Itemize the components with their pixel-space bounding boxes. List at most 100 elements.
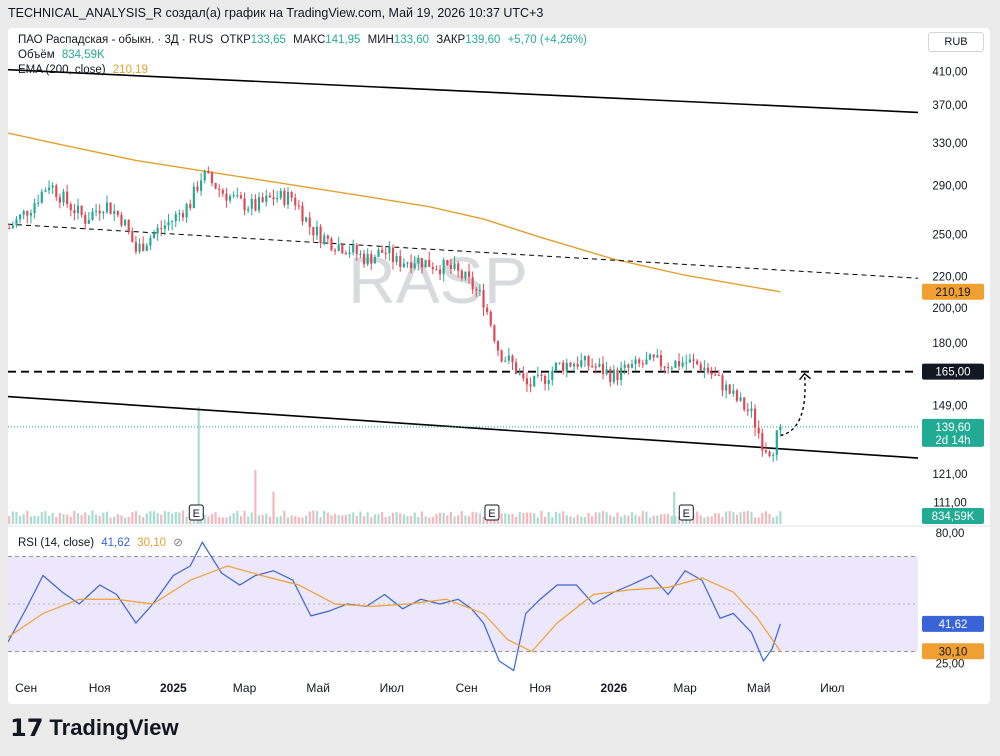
candle-body <box>228 196 232 201</box>
rsi-badge <box>922 615 984 632</box>
volume-bar <box>779 511 782 524</box>
volume-bar <box>319 517 322 524</box>
candle-body <box>123 219 127 226</box>
volume-bar <box>663 514 666 524</box>
volume-bar <box>116 514 119 524</box>
candle-body <box>105 202 109 213</box>
volume-bar <box>417 517 420 524</box>
candle-body <box>482 290 485 308</box>
price-tick-label: 220,00 <box>932 272 967 284</box>
volume-legend[interactable]: Объём 834,59K <box>18 49 109 61</box>
candle-body <box>620 367 623 380</box>
candle-body <box>743 397 746 410</box>
candle-body <box>384 252 387 254</box>
candle-body <box>109 202 112 214</box>
volume-bar <box>699 515 702 524</box>
candle-body <box>69 204 72 211</box>
candle-body <box>583 356 586 361</box>
chart-panel[interactable]: RASP 410,00 370,00 330,00 290,00 250,00 220,0… <box>8 28 990 704</box>
candle-body <box>525 378 529 385</box>
candle-body <box>247 208 250 211</box>
ema-value: 210,19 <box>112 64 148 76</box>
candle-body <box>66 191 69 205</box>
volume-bar <box>558 513 561 524</box>
volume-bar <box>569 516 572 524</box>
volume-bar <box>638 516 641 524</box>
candle-body <box>26 210 29 216</box>
volume-bar <box>768 514 771 524</box>
volume-bar <box>750 512 753 524</box>
volume-bar <box>359 511 362 524</box>
volume-bar <box>413 512 416 524</box>
candle-body <box>779 426 782 431</box>
volume-bar <box>761 513 764 524</box>
volume-bar <box>543 516 547 524</box>
volume-bar <box>391 512 395 524</box>
eye-off-icon[interactable]: ⊘ <box>173 537 183 549</box>
candle-body <box>352 245 355 253</box>
candle-body <box>768 451 771 457</box>
volume-bar <box>323 510 326 524</box>
earnings-marker-label: E <box>683 508 690 520</box>
volume-bar <box>152 511 156 524</box>
volume-bar <box>247 516 250 524</box>
volume-bar <box>26 510 29 524</box>
volume-bar <box>377 514 380 524</box>
volume-bar <box>677 516 681 524</box>
symbol-label[interactable]: ПАО Распадская - обыкн. · 3Д · RUS <box>18 34 214 46</box>
candle-body <box>696 360 699 365</box>
volume-bar <box>551 517 554 524</box>
candle-body <box>703 367 706 371</box>
candle-body <box>373 256 376 264</box>
candle-body <box>598 363 601 367</box>
volume-bar <box>547 511 550 524</box>
candle-body <box>370 254 373 264</box>
currency-button[interactable]: RUB <box>928 32 984 52</box>
volume-bar <box>395 512 398 524</box>
candle-body <box>243 198 246 211</box>
ema-legend[interactable]: EMA (200, close) 210,19 <box>18 64 152 76</box>
volume-bar <box>120 515 123 524</box>
candle-body <box>127 219 130 232</box>
candle-body <box>692 359 695 361</box>
candle-body <box>471 277 474 290</box>
earnings-marker-label: E <box>193 508 200 520</box>
candle-body <box>171 220 174 222</box>
candle-body <box>641 363 644 365</box>
chart-canvas[interactable]: RASP 410,00 370,00 330,00 290,00 250,00 220,0… <box>8 28 990 704</box>
candle-body <box>40 191 43 203</box>
volume-bar <box>616 512 619 524</box>
candle-body <box>377 249 380 257</box>
rsi-legend[interactable]: RSI (14, close) 41,62 30,10 ⊘ <box>18 535 187 549</box>
candle-body <box>84 214 87 224</box>
level-165-badge <box>922 363 984 380</box>
volume-bar <box>533 513 536 524</box>
tradingview-logo[interactable]: 17 TradingView <box>10 712 179 744</box>
candle-body <box>113 210 116 214</box>
rsi-value: 41,62 <box>101 537 131 549</box>
volume-bar <box>500 513 503 524</box>
candle-body <box>453 263 456 269</box>
earnings-marker-label: E <box>488 508 495 520</box>
volume-bar <box>482 516 485 524</box>
candle-body <box>648 354 652 360</box>
volume-bar <box>522 512 525 524</box>
volume-bar <box>370 517 373 524</box>
volume-bar <box>467 516 471 524</box>
candle-body <box>714 374 717 376</box>
candle-body <box>98 210 101 214</box>
volume-bar <box>703 517 706 524</box>
low-label: МИН <box>367 34 394 46</box>
candle-body <box>323 235 326 244</box>
candle-body <box>591 365 594 367</box>
candle-body <box>609 369 612 382</box>
candle-body <box>341 244 344 254</box>
candle-body <box>725 384 728 391</box>
candle-body <box>181 213 185 218</box>
volume-bar <box>388 516 391 524</box>
candle-body <box>265 195 268 202</box>
volume-bar <box>91 510 94 524</box>
volume-bar <box>739 512 742 524</box>
volume-spike-bar <box>197 407 200 524</box>
volume-bar <box>8 515 11 524</box>
